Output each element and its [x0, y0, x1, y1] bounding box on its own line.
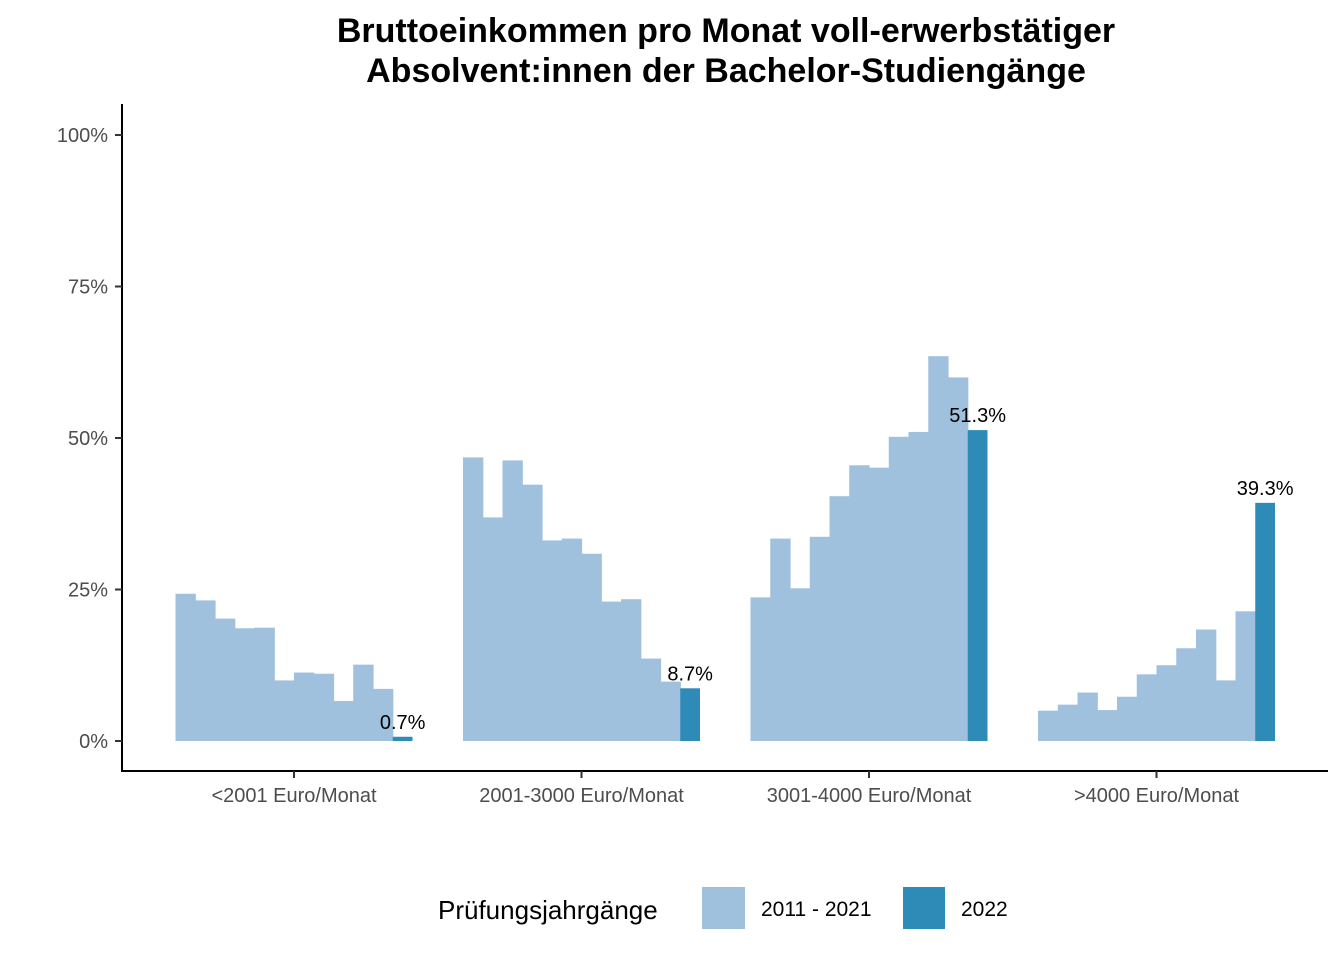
bar-2011-2021-group-1-year-10: [353, 664, 374, 741]
bar-2011-2021-group-4-year-1: [1038, 710, 1059, 741]
y-tick-label-3: 50%: [68, 428, 108, 450]
bar-2011-2021-group-4-year-10: [1215, 680, 1237, 741]
legend: Prüfungsjahrgänge 2011 - 2021 2022: [438, 887, 1008, 929]
chart-title-line-1: Bruttoeinkommen pro Monat voll-erwerbstä…: [337, 12, 1115, 50]
bar-2011-2021-group-2-year-6: [561, 538, 583, 741]
bar-2011-2021-group-2-year-1: [463, 457, 484, 741]
bar-2011-2021-group-1-year-6: [274, 680, 295, 741]
x-tick-label-2: 2001-3000 Euro/Monat: [479, 785, 684, 807]
bar-2011-2021-group-3-year-10: [928, 356, 949, 741]
y-tick-label-5: 100%: [57, 125, 108, 147]
bar-2011-2021-group-1-year-11: [373, 688, 394, 741]
data-label-2022-group-2: 8.7%: [667, 663, 713, 685]
bar-2011-2021-group-2-year-10: [640, 658, 662, 741]
x-axis: <2001 Euro/Monat 2001-3000 Euro/Monat 3001…: [121, 770, 1328, 807]
bar-2011-2021-group-4-year-2: [1057, 704, 1079, 741]
bars-layer: [175, 356, 1275, 741]
bar-2011-2021-group-4-year-4: [1097, 710, 1118, 741]
bar-2011-2021-group-3-year-2: [770, 538, 791, 741]
bar-2011-2021-group-2-year-8: [601, 601, 622, 741]
bar-2011-2021-group-2-year-2: [482, 517, 504, 741]
bar-2011-2021-group-3-year-3: [790, 588, 811, 741]
data-label-2022-group-1: 0.7%: [380, 712, 426, 734]
legend-swatch-2011-2021: [702, 887, 745, 929]
bar-2011-2021-group-1-year-4: [234, 628, 256, 741]
bar-2011-2021-group-4-year-11: [1235, 611, 1256, 741]
bar-2011-2021-group-2-year-5: [542, 540, 563, 741]
x-tick-label-1: <2001 Euro/Monat: [211, 785, 377, 807]
bar-2011-2021-group-1-year-3: [215, 618, 236, 741]
bar-2011-2021-group-4-year-8: [1176, 648, 1197, 741]
bar-2011-2021-group-1-year-8: [313, 673, 335, 741]
bar-2011-2021-group-1-year-1: [175, 593, 196, 741]
bar-2011-2021-group-4-year-9: [1196, 629, 1217, 741]
bar-2011-2021-group-1-year-9: [333, 701, 354, 741]
chart-title: Bruttoeinkommen pro Monat voll-erwerbstä…: [337, 12, 1115, 90]
bar-2011-2021-group-2-year-7: [581, 553, 602, 741]
bar-2011-2021-group-4-year-6: [1136, 674, 1158, 741]
data-label-2022-group-4: 39.3%: [1237, 478, 1294, 500]
bar-2011-2021-group-3-year-8: [888, 436, 910, 741]
bar-2011-2021-group-3-year-7: [869, 467, 890, 741]
x-tick-label-4: >4000 Euro/Monat: [1074, 785, 1240, 807]
data-labels-layer: 0.7% 8.7% 51.3% 39.3%: [380, 405, 1294, 734]
y-tick-label-1: 0%: [79, 731, 108, 753]
bar-2011-2021-group-3-year-5: [829, 496, 850, 741]
data-label-2022-group-3: 51.3%: [949, 405, 1006, 427]
bar-2022-group-4: [1255, 502, 1275, 741]
y-tick-label-2: 25%: [68, 580, 108, 602]
bar-2011-2021-group-4-year-5: [1117, 696, 1138, 741]
bar-2011-2021-group-3-year-11: [948, 377, 969, 741]
y-axis: 0% 25% 50% 75% 100%: [57, 104, 123, 771]
bar-2022-group-3: [967, 430, 988, 741]
legend-label-2022: 2022: [961, 898, 1008, 921]
bar-2011-2021-group-1-year-7: [294, 672, 315, 741]
bar-2022-group-2: [680, 688, 700, 741]
bar-2011-2021-group-2-year-4: [522, 484, 543, 741]
legend-label-2011-2021: 2011 - 2021: [761, 898, 872, 921]
bar-2011-2021-group-1-year-2: [195, 600, 216, 741]
bar-2011-2021-group-2-year-11: [660, 681, 681, 741]
bar-2011-2021-group-2-year-9: [621, 599, 642, 741]
x-tick-label-3: 3001-4000 Euro/Monat: [767, 785, 972, 807]
legend-swatch-2022: [903, 887, 945, 929]
bar-2011-2021-group-4-year-3: [1077, 692, 1098, 741]
bar-2011-2021-group-3-year-4: [809, 536, 831, 741]
legend-title: Prüfungsjahrgänge: [438, 895, 658, 925]
chart-title-line-2: Absolvent:innen der Bachelor-Studiengäng…: [366, 52, 1086, 90]
bar-2022-group-1: [392, 736, 413, 741]
bar-2011-2021-group-1-year-5: [254, 627, 275, 741]
bar-2011-2021-group-2-year-3: [502, 460, 523, 741]
bar-2011-2021-group-4-year-7: [1156, 665, 1177, 741]
bar-2011-2021-group-3-year-1: [750, 597, 771, 741]
bar-2011-2021-group-3-year-6: [849, 465, 870, 741]
y-tick-label-4: 75%: [68, 277, 108, 299]
bar-2011-2021-group-3-year-9: [908, 431, 929, 741]
